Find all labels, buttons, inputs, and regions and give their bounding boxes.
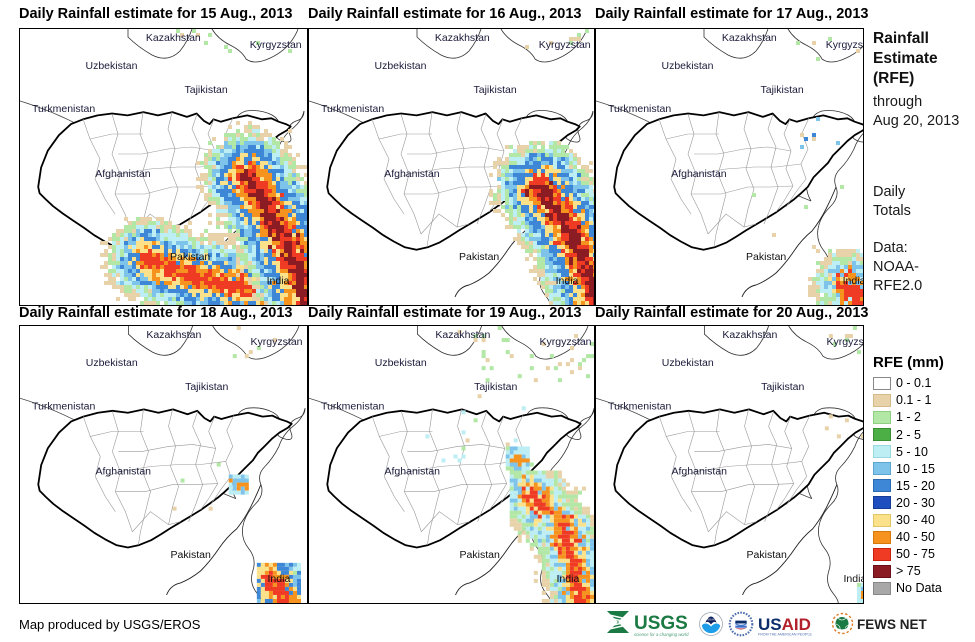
- svg-text:science for a changing world: science for a changing world: [634, 632, 689, 637]
- svg-text:FEWS NET: FEWS NET: [857, 617, 928, 632]
- svg-text:USAID: USAID: [758, 615, 811, 634]
- svg-text:USGS: USGS: [634, 613, 688, 634]
- svg-text:FROM THE AMERICAN PEOPLE: FROM THE AMERICAN PEOPLE: [758, 632, 812, 636]
- svg-text:NOAA: NOAA: [707, 617, 715, 621]
